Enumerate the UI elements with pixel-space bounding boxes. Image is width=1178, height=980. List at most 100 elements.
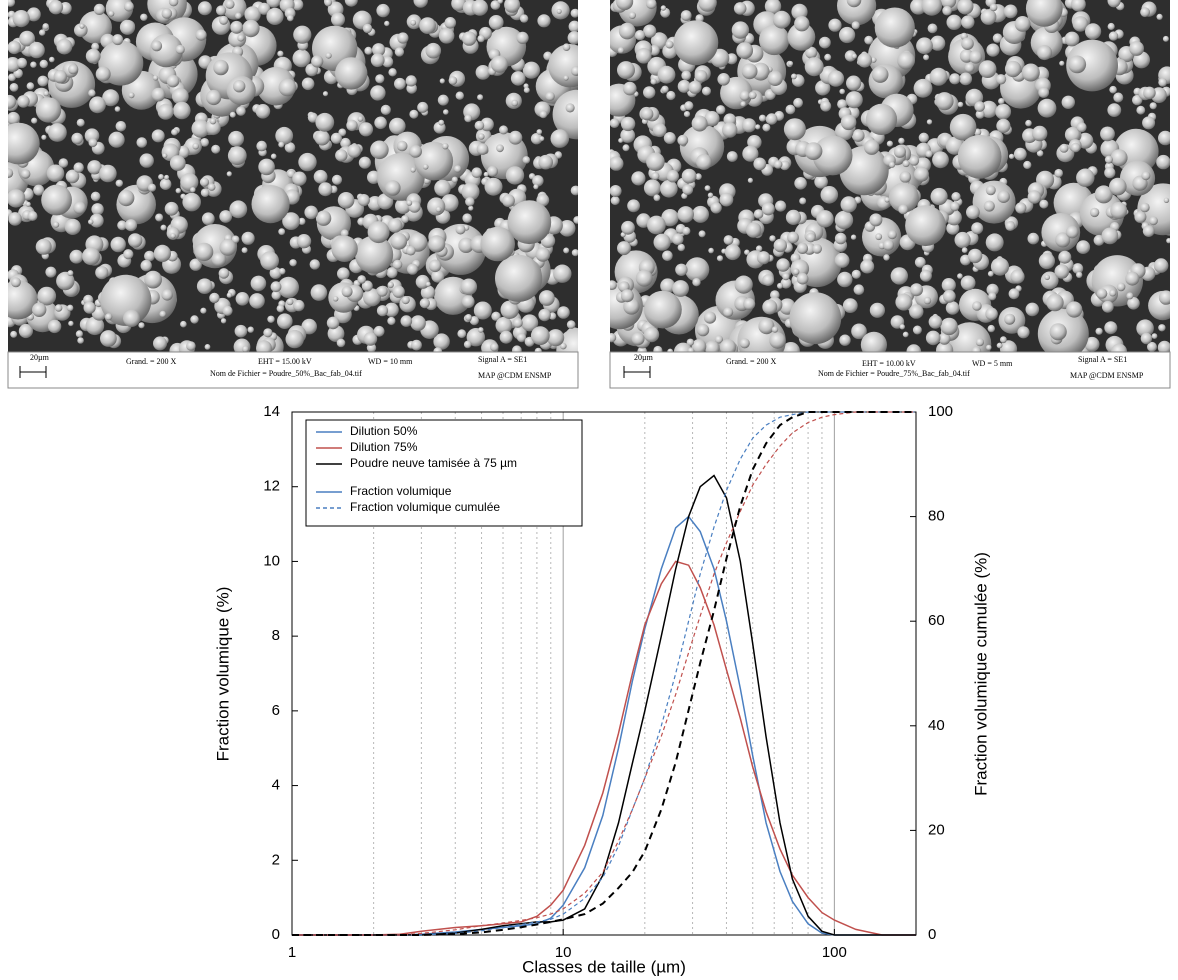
particle bbox=[277, 313, 293, 330]
particle bbox=[258, 2, 271, 15]
particle bbox=[256, 140, 268, 152]
particle bbox=[682, 226, 691, 236]
particle bbox=[219, 15, 229, 25]
particle bbox=[1054, 264, 1070, 279]
particle bbox=[686, 338, 695, 346]
particle bbox=[563, 75, 569, 81]
particle bbox=[995, 74, 1007, 85]
particle bbox=[704, 340, 720, 352]
particle bbox=[401, 296, 410, 305]
particle bbox=[228, 130, 245, 147]
particle bbox=[49, 56, 55, 63]
particle bbox=[88, 219, 94, 225]
particle bbox=[805, 46, 818, 59]
particle bbox=[675, 263, 688, 276]
wd: WD = 5 mm bbox=[972, 359, 1013, 368]
particle bbox=[698, 0, 717, 12]
particle bbox=[940, 317, 958, 336]
particle bbox=[516, 31, 529, 44]
particle bbox=[745, 222, 762, 238]
particle bbox=[191, 119, 210, 138]
particle bbox=[1049, 323, 1067, 341]
particle bbox=[110, 236, 126, 253]
particle bbox=[457, 329, 467, 339]
legend-label: Poudre neuve tamisée à 75 µm bbox=[350, 456, 517, 470]
particle bbox=[1084, 336, 1100, 352]
particle bbox=[180, 173, 199, 192]
particle bbox=[326, 316, 340, 330]
particle bbox=[684, 257, 710, 282]
lab: MAP @CDM ENSMP bbox=[478, 371, 552, 380]
particle bbox=[1037, 45, 1053, 61]
particle bbox=[1149, 102, 1157, 110]
particle bbox=[8, 0, 16, 7]
particle bbox=[905, 205, 946, 247]
particle bbox=[355, 235, 394, 274]
particle bbox=[857, 52, 873, 68]
particle bbox=[961, 15, 975, 29]
y-tick-label: 12 bbox=[263, 478, 280, 495]
particle bbox=[985, 185, 996, 196]
particle bbox=[769, 332, 786, 349]
particle bbox=[170, 233, 176, 239]
particle bbox=[161, 289, 173, 301]
particle bbox=[681, 70, 692, 81]
particle bbox=[996, 118, 1011, 133]
y2-tick-label: 100 bbox=[928, 403, 953, 420]
particle bbox=[510, 71, 526, 86]
particle bbox=[957, 134, 1002, 179]
particle bbox=[844, 50, 857, 62]
particle bbox=[370, 53, 385, 68]
particle bbox=[731, 21, 750, 39]
particle bbox=[95, 266, 109, 280]
particle bbox=[12, 10, 30, 28]
particle bbox=[455, 224, 466, 235]
particle bbox=[226, 171, 232, 177]
particle bbox=[144, 270, 163, 289]
legend-label: Fraction volumique cumulée bbox=[350, 500, 500, 514]
particle bbox=[451, 176, 458, 183]
scale-text: 20µm bbox=[634, 353, 654, 362]
particle bbox=[93, 3, 105, 16]
particle bbox=[169, 155, 186, 172]
particle bbox=[740, 101, 746, 107]
particle bbox=[382, 56, 394, 68]
particle bbox=[1004, 60, 1022, 78]
particle bbox=[661, 209, 679, 227]
particle bbox=[547, 329, 565, 347]
particle bbox=[719, 192, 734, 207]
particle bbox=[41, 134, 47, 140]
particle bbox=[1036, 150, 1044, 157]
particle bbox=[43, 90, 49, 97]
particle bbox=[771, 326, 779, 333]
particle bbox=[298, 152, 317, 172]
particle bbox=[502, 194, 515, 208]
particle bbox=[315, 112, 335, 132]
particle bbox=[278, 228, 286, 236]
particle bbox=[434, 179, 451, 197]
particle bbox=[869, 213, 883, 227]
particle bbox=[926, 119, 933, 125]
particle bbox=[913, 78, 933, 98]
particle bbox=[722, 122, 738, 138]
particle bbox=[824, 53, 832, 61]
sem-image: 20µm Grand. = 200 X EHT = 10.00 kV WD = … bbox=[609, 0, 1171, 389]
particle bbox=[661, 85, 669, 94]
particle bbox=[327, 325, 345, 342]
particle bbox=[643, 86, 656, 99]
particle bbox=[851, 269, 861, 279]
y2-axis-title: Fraction volumique cumulée (%) bbox=[971, 552, 990, 796]
particle bbox=[159, 310, 167, 318]
particle bbox=[304, 205, 319, 220]
particle bbox=[76, 118, 85, 127]
particle bbox=[117, 220, 127, 231]
particle bbox=[770, 290, 780, 300]
particle bbox=[83, 301, 96, 314]
particle bbox=[388, 68, 397, 77]
particle bbox=[405, 75, 417, 87]
particle bbox=[380, 104, 391, 115]
particle bbox=[1143, 86, 1156, 100]
particle bbox=[263, 328, 273, 338]
particle bbox=[226, 292, 233, 298]
particle bbox=[651, 172, 660, 181]
